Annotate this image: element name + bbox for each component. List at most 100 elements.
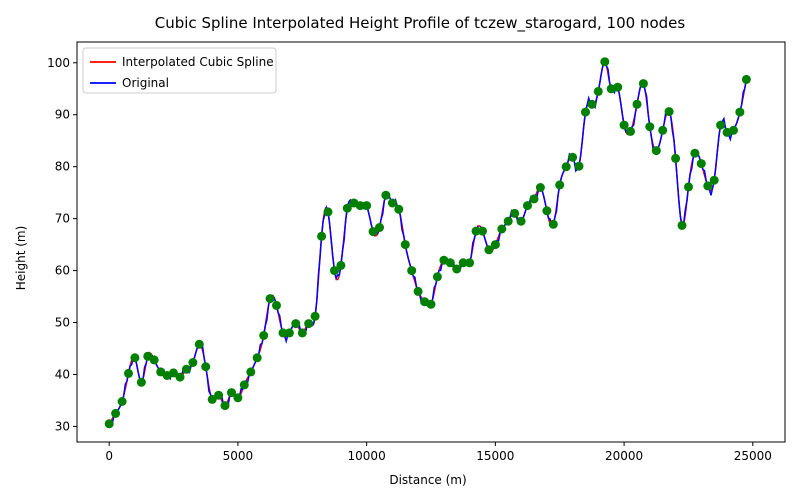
node-marker xyxy=(568,152,578,162)
node-marker xyxy=(336,260,346,270)
node-marker xyxy=(548,219,558,229)
node-marker xyxy=(626,126,635,136)
node-marker xyxy=(400,240,410,250)
node-marker xyxy=(432,272,442,282)
node-marker xyxy=(510,208,520,218)
node-marker xyxy=(381,190,391,200)
node-marker xyxy=(503,216,513,226)
y-tick-label: 40 xyxy=(55,367,70,381)
node-marker xyxy=(465,258,475,268)
node-marker xyxy=(233,393,243,403)
node-marker xyxy=(445,258,455,268)
node-marker xyxy=(111,408,121,418)
node-marker xyxy=(458,258,468,268)
node-marker xyxy=(181,364,191,374)
node-marker xyxy=(452,264,462,274)
node-marker xyxy=(201,362,211,372)
node-marker xyxy=(310,311,320,321)
legend-label: Interpolated Cubic Spline xyxy=(122,55,274,69)
node-marker xyxy=(259,331,269,340)
node-marker xyxy=(600,57,610,67)
node-marker xyxy=(664,107,674,117)
node-marker xyxy=(194,339,204,349)
node-marker xyxy=(130,353,140,363)
node-marker xyxy=(523,201,532,211)
node-marker xyxy=(355,201,365,211)
node-marker xyxy=(471,226,481,236)
node-marker xyxy=(484,245,494,255)
node-marker xyxy=(613,82,623,92)
node-marker xyxy=(330,266,339,276)
node-marker xyxy=(729,125,738,135)
node-marker xyxy=(619,120,629,130)
node-marker xyxy=(516,216,526,226)
node-marker xyxy=(220,401,230,411)
node-marker xyxy=(149,355,159,365)
node-marker xyxy=(703,181,713,191)
node-marker xyxy=(426,299,436,309)
node-marker xyxy=(291,319,301,329)
node-marker xyxy=(497,224,507,234)
x-tick-label: 15000 xyxy=(476,449,514,463)
y-tick-label: 90 xyxy=(55,108,70,122)
node-marker xyxy=(535,183,545,192)
node-marker xyxy=(227,388,236,398)
node-marker xyxy=(297,328,307,338)
node-marker xyxy=(593,86,603,96)
plot-frame xyxy=(76,41,786,443)
x-tick-label: 10000 xyxy=(348,449,386,463)
node-marker xyxy=(368,227,378,237)
node-marker xyxy=(690,148,700,158)
y-tick-label: 100 xyxy=(47,56,70,70)
node-marker xyxy=(124,368,133,378)
node-marker xyxy=(317,231,327,241)
node-marker xyxy=(542,206,552,216)
node-marker xyxy=(478,226,487,236)
node-marker xyxy=(677,220,687,230)
node-marker xyxy=(117,397,127,406)
node-marker xyxy=(304,319,314,329)
node-marker xyxy=(638,79,648,89)
node-marker xyxy=(214,390,224,400)
node-marker xyxy=(104,419,114,429)
node-marker xyxy=(684,182,693,192)
x-tick-label: 5000 xyxy=(223,449,254,463)
node-marker xyxy=(490,240,500,250)
node-marker xyxy=(555,180,565,190)
node-marker xyxy=(741,74,751,84)
node-marker xyxy=(658,125,668,135)
y-tick-label: 30 xyxy=(55,419,70,433)
plot-area xyxy=(76,41,786,443)
y-tick-label: 50 xyxy=(55,316,70,330)
node-marker xyxy=(671,153,681,163)
node-marker xyxy=(278,328,288,338)
node-marker xyxy=(561,162,571,172)
node-marker xyxy=(323,207,333,217)
x-tick-label: 25000 xyxy=(734,449,772,463)
node-marker xyxy=(581,107,590,117)
node-marker xyxy=(587,99,597,109)
node-marker xyxy=(252,353,262,363)
node-marker xyxy=(284,328,294,338)
x-tick-label: 20000 xyxy=(605,449,643,463)
y-tick-label: 70 xyxy=(55,212,70,226)
x-axis-label: Distance (m) xyxy=(389,473,466,487)
node-marker xyxy=(265,294,275,304)
y-tick-label: 60 xyxy=(55,264,70,278)
node-markers xyxy=(104,57,751,429)
node-marker xyxy=(407,266,417,276)
node-marker xyxy=(529,194,539,204)
node-marker xyxy=(272,300,281,310)
node-marker xyxy=(735,107,745,117)
node-marker xyxy=(394,204,404,214)
x-axis: 0 5000 10000 15000 20000 25000 xyxy=(105,442,772,463)
node-marker xyxy=(387,198,397,208)
y-axis-label: Height (m) xyxy=(14,226,28,291)
node-marker xyxy=(188,358,198,367)
node-marker xyxy=(696,159,706,169)
legend-label: Original xyxy=(122,76,169,90)
node-marker xyxy=(362,201,372,211)
y-tick-label: 80 xyxy=(55,160,70,174)
legend-box xyxy=(82,47,277,94)
node-marker xyxy=(651,146,661,156)
